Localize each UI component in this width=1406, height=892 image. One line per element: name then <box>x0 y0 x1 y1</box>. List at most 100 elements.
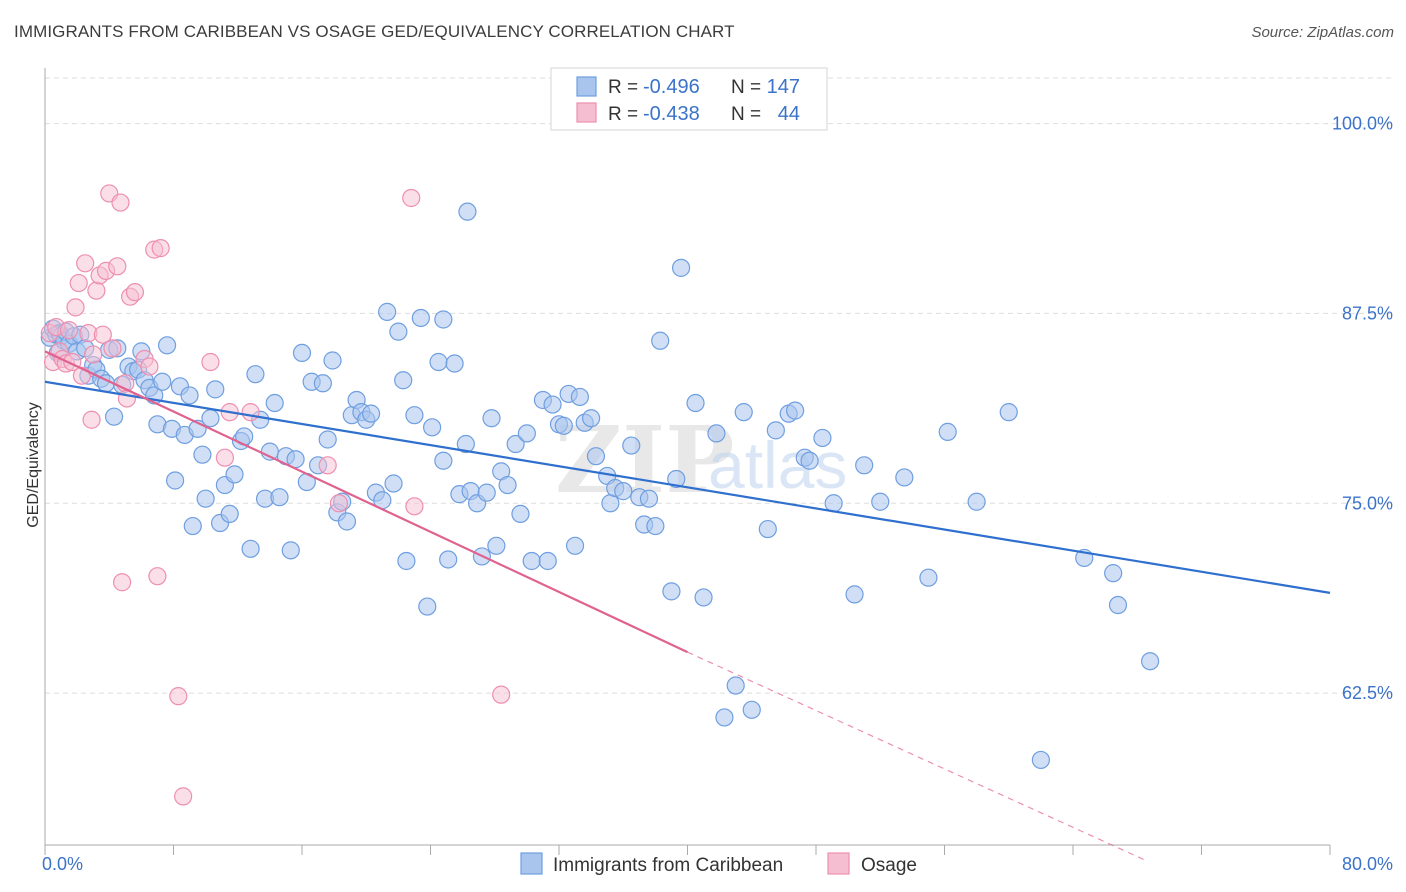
point-osage-34 <box>201 352 220 372</box>
point-caribbean-128 <box>694 588 713 607</box>
legend-swatch-caribbean <box>576 76 597 97</box>
legend-r-value-osage: -0.438 <box>643 103 700 125</box>
point-caribbean-121 <box>639 489 659 508</box>
legend-n-label-osage: N = <box>731 104 761 125</box>
point-caribbean-117 <box>614 482 633 501</box>
point-caribbean-139 <box>800 451 819 470</box>
point-caribbean-77 <box>384 474 403 493</box>
point-caribbean-112 <box>582 409 601 428</box>
point-osage-37 <box>241 403 260 422</box>
point-caribbean-73 <box>361 404 381 423</box>
point-caribbean-39 <box>193 445 212 464</box>
point-caribbean-155 <box>458 202 477 221</box>
point-osage-39 <box>329 494 349 513</box>
point-caribbean-101 <box>517 424 536 443</box>
point-caribbean-49 <box>241 539 260 558</box>
point-caribbean-132 <box>734 403 753 422</box>
point-caribbean-88 <box>445 354 464 373</box>
point-osage-38 <box>318 456 337 475</box>
point-caribbean-96 <box>487 536 506 555</box>
point-caribbean-144 <box>871 492 890 511</box>
point-caribbean-130 <box>715 708 734 727</box>
point-caribbean-104 <box>538 551 557 571</box>
series-legend: Immigrants from Caribbean Osage <box>520 852 917 876</box>
legend-n-value-caribbean: 147 <box>767 76 800 98</box>
point-caribbean-78 <box>389 322 408 341</box>
point-osage-40 <box>402 188 421 208</box>
point-caribbean-95 <box>482 409 501 428</box>
y-tick-labels: 62.5% 75.0% 87.5% 100.0% <box>1332 114 1393 704</box>
point-caribbean-124 <box>662 582 681 601</box>
point-osage-22 <box>111 193 130 212</box>
point-caribbean-131 <box>726 676 745 695</box>
point-caribbean-156 <box>434 310 453 329</box>
gridlines <box>45 77 1393 694</box>
point-caribbean-57 <box>281 541 300 560</box>
point-caribbean-42 <box>206 380 225 399</box>
point-caribbean-68 <box>337 512 357 531</box>
point-caribbean-46 <box>225 465 244 484</box>
point-caribbean-150 <box>1031 750 1050 770</box>
point-caribbean-109 <box>565 536 585 555</box>
point-osage-27 <box>125 283 145 302</box>
y-axis-title: GED/Equivalency <box>25 402 42 527</box>
point-caribbean-115 <box>601 494 620 513</box>
point-caribbean-142 <box>845 585 864 604</box>
point-osage-15 <box>87 281 106 300</box>
point-caribbean-123 <box>651 331 670 350</box>
point-caribbean-86 <box>434 451 453 470</box>
point-caribbean-125 <box>667 469 686 489</box>
point-osage-30 <box>148 567 167 586</box>
correlation-legend: R = -0.496 N = 147 R = -0.438 N = 44 <box>550 67 828 131</box>
point-caribbean-148 <box>967 492 986 511</box>
x-tick-label-1: 80.0% <box>1342 854 1393 874</box>
point-caribbean-79 <box>394 371 413 390</box>
point-caribbean-30 <box>153 372 172 391</box>
y-tick-label-1: 75.0% <box>1342 493 1393 513</box>
point-caribbean-146 <box>919 568 938 587</box>
legend-r-value-caribbean: -0.496 <box>643 76 700 98</box>
point-caribbean-105 <box>543 395 562 414</box>
point-caribbean-87 <box>439 550 458 569</box>
legend-n-label-caribbean: N = <box>731 77 761 98</box>
point-caribbean-59 <box>292 343 312 363</box>
point-caribbean-36 <box>180 386 199 405</box>
point-osage-32 <box>169 687 188 706</box>
point-caribbean-153 <box>1108 595 1128 615</box>
point-osage-13 <box>82 410 101 429</box>
point-osage-43 <box>140 357 159 376</box>
point-osage-35 <box>215 448 234 467</box>
bottom-legend-swatch-caribbean <box>520 852 543 875</box>
point-caribbean-113 <box>586 447 606 466</box>
point-caribbean-33 <box>166 471 185 490</box>
legend-r-label-osage: R = <box>608 104 638 125</box>
point-caribbean-133 <box>742 700 761 719</box>
source-label: Source: ZipAtlas.com <box>1251 24 1394 41</box>
point-caribbean-99 <box>506 434 525 454</box>
y-tick-label-2: 87.5% <box>1342 303 1393 323</box>
trend-lines <box>44 350 1331 861</box>
point-caribbean-107 <box>554 416 573 435</box>
point-caribbean-102 <box>522 551 541 571</box>
point-caribbean-40 <box>196 489 215 508</box>
point-osage-23 <box>112 573 132 592</box>
point-caribbean-37 <box>183 516 202 536</box>
point-caribbean-55 <box>270 488 289 507</box>
point-caribbean-82 <box>411 308 430 328</box>
legend-n-value-osage: 44 <box>778 103 800 125</box>
point-osage-14 <box>84 345 103 364</box>
point-caribbean-54 <box>265 393 284 413</box>
point-caribbean-137 <box>786 401 805 420</box>
bottom-legend-label-osage: Osage <box>861 855 917 876</box>
point-caribbean-80 <box>397 551 416 571</box>
point-caribbean-154 <box>1140 652 1160 671</box>
point-caribbean-64 <box>318 430 337 449</box>
bottom-legend-label-caribbean: Immigrants from Caribbean <box>553 855 783 876</box>
point-caribbean-122 <box>646 516 665 536</box>
axes <box>44 68 1331 855</box>
point-caribbean-141 <box>824 494 843 513</box>
point-caribbean-118 <box>622 436 641 455</box>
point-caribbean-84 <box>423 418 442 437</box>
bottom-legend-swatch-osage <box>827 852 850 875</box>
